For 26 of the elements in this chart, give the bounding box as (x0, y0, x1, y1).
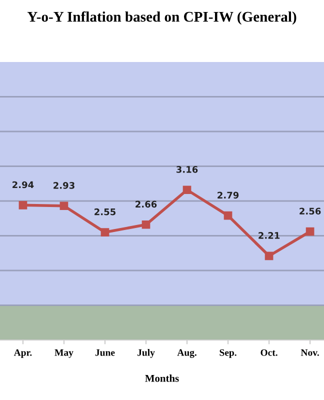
x-tick-label: Nov. (300, 349, 319, 356)
x-tick-label: Aug. (177, 349, 196, 358)
point (18, 201, 28, 210)
x-tick-label: Oct. (260, 349, 278, 356)
data-label: 2.93 (54, 182, 74, 189)
data-label: 2.94 (12, 181, 34, 188)
data-label: 2.55 (94, 208, 116, 216)
data-label: 3.16 (176, 166, 198, 173)
data-label: 2.21 (258, 232, 280, 239)
x-tick-label: Sep. (220, 349, 236, 358)
data-label: 2.66 (136, 200, 157, 208)
point (60, 202, 68, 210)
x-tick-label: Apr. (14, 349, 32, 358)
point (224, 211, 232, 220)
point (182, 186, 192, 194)
x-axis-title: Months (145, 374, 179, 382)
x-tick-label: June (95, 349, 115, 356)
point (142, 220, 150, 229)
point (100, 228, 110, 236)
x-tick-label: May (54, 349, 74, 358)
point (264, 252, 274, 260)
data-label: 2.79 (218, 192, 239, 199)
data-label: 2.56 (300, 208, 321, 215)
x-tick-label: July (138, 349, 155, 358)
point (306, 227, 314, 236)
chart-title: Y-o-Y Inflation based on CPI-IW (General) (27, 11, 296, 25)
